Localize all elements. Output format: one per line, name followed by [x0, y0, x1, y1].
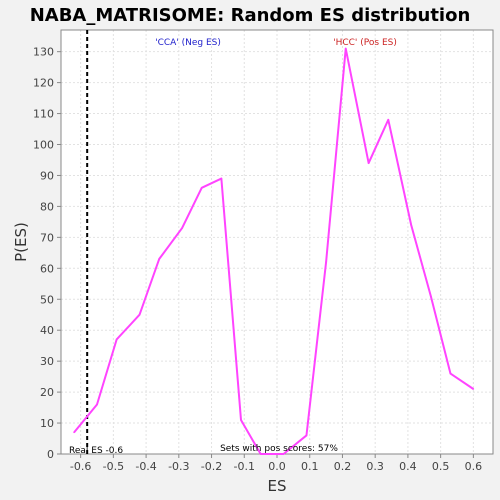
- y-axis: 0 10 20 30 40 50 60 70 80 90 100 110 120 130: [33, 46, 61, 461]
- pos-es-label: 'HCC' (Pos ES): [333, 38, 397, 48]
- chart-title: NABA_MATRISOME: Random ES distribution: [30, 5, 471, 26]
- pos-scores-label: Sets with pos scores: 57%: [220, 444, 338, 454]
- data-point: [138, 313, 141, 316]
- x-tick-label: -0.4: [135, 460, 156, 473]
- y-tick-label: 70: [40, 231, 54, 244]
- data-point: [344, 47, 347, 50]
- data-point: [387, 118, 390, 121]
- data-point: [115, 338, 118, 341]
- y-tick-label: 0: [47, 448, 54, 461]
- data-point: [181, 227, 183, 229]
- series-line: [73, 47, 474, 455]
- x-tick-label: 0.4: [399, 460, 417, 473]
- x-tick-label: 0.6: [465, 460, 483, 473]
- y-tick-label: 90: [40, 169, 54, 182]
- y-tick-label: 30: [40, 355, 54, 368]
- x-tick-label: 0.2: [334, 460, 352, 473]
- x-axis-label: ES: [268, 477, 287, 495]
- data-point: [259, 453, 262, 455]
- data-point: [472, 388, 475, 390]
- series-layer: [73, 47, 475, 455]
- x-tick-label: -0.3: [168, 460, 189, 473]
- data-point: [96, 403, 98, 406]
- y-tick-label: 50: [40, 293, 54, 306]
- data-point: [449, 372, 452, 375]
- y-axis-label: P(ES): [12, 222, 30, 262]
- data-point: [430, 295, 432, 297]
- data-point: [325, 261, 327, 263]
- x-tick-label: -0.5: [103, 460, 124, 473]
- x-tick-label: 0.0: [268, 460, 286, 473]
- data-point: [240, 419, 242, 421]
- data-point: [282, 453, 285, 455]
- data-point: [73, 431, 75, 434]
- x-axis: -0.6 -0.5 -0.4 -0.3 -0.2 -0.1 0.0 0.1 0.2 0.3 0.4 0…: [70, 454, 482, 473]
- y-tick-label: 60: [40, 262, 54, 275]
- x-tick-label: -0.1: [234, 460, 255, 473]
- data-point: [200, 187, 203, 189]
- y-tick-label: 10: [40, 417, 54, 430]
- y-tick-label: 130: [33, 46, 54, 59]
- neg-es-label: 'CCA' (Neg ES): [155, 38, 221, 48]
- y-tick-label: 110: [33, 108, 54, 121]
- data-point: [305, 434, 308, 437]
- y-tick-label: 80: [40, 200, 54, 213]
- y-tick-label: 120: [33, 77, 54, 90]
- data-point: [367, 162, 370, 164]
- y-tick-label: 100: [33, 139, 54, 152]
- real-es-label: Real ES -0.6: [69, 446, 123, 456]
- x-tick-label: 0.3: [366, 460, 384, 473]
- data-point: [158, 258, 160, 260]
- x-tick-label: -0.2: [201, 460, 222, 473]
- x-tick-label: -0.6: [70, 460, 91, 473]
- y-tick-label: 40: [40, 324, 54, 337]
- y-tick-label: 20: [40, 386, 54, 399]
- data-point: [410, 224, 412, 226]
- x-tick-label: 0.5: [432, 460, 450, 473]
- x-tick-label: 0.1: [301, 460, 319, 473]
- data-point: [220, 177, 223, 180]
